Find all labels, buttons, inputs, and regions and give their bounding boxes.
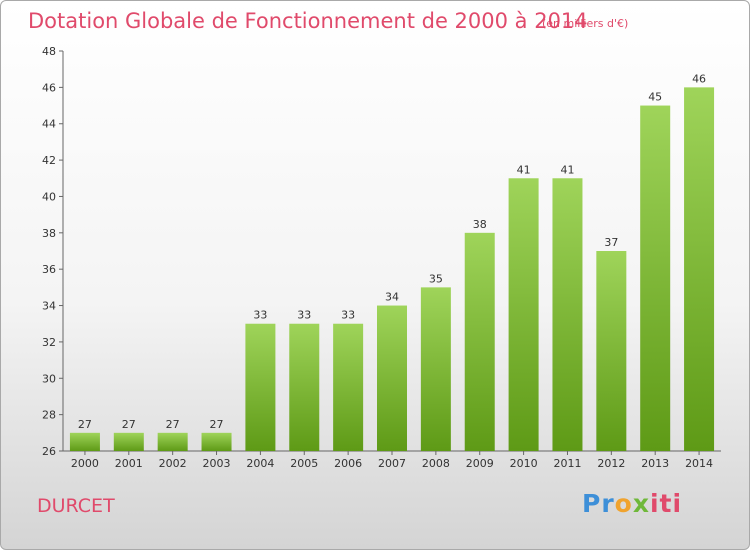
x-tick-label: 2014: [685, 457, 713, 470]
bar-value-label: 33: [297, 309, 311, 322]
y-tick-label: 32: [42, 336, 56, 349]
bar: [157, 432, 188, 451]
x-tick-label: 2010: [510, 457, 538, 470]
bar-value-label: 46: [692, 72, 706, 85]
bar: [289, 323, 320, 451]
bar: [201, 432, 232, 451]
x-tick-label: 2002: [159, 457, 187, 470]
x-tick-label: 2001: [115, 457, 143, 470]
x-tick-label: 2012: [597, 457, 625, 470]
bar-value-label: 34: [385, 291, 399, 304]
logo-part-3: x: [632, 489, 650, 518]
bar-value-label: 27: [122, 418, 136, 431]
y-tick-label: 40: [42, 190, 56, 203]
bar: [113, 432, 144, 451]
bar-value-label: 27: [166, 418, 180, 431]
bar-value-label: 33: [253, 309, 267, 322]
y-tick-label: 44: [42, 118, 56, 131]
y-tick-label: 46: [42, 81, 56, 94]
bar: [333, 323, 364, 451]
y-tick-label: 36: [42, 263, 56, 276]
bar: [508, 178, 539, 452]
x-tick-label: 2004: [246, 457, 274, 470]
bar-value-label: 45: [648, 91, 662, 104]
x-tick-label: 2000: [71, 457, 99, 470]
bar-value-label: 37: [604, 236, 618, 249]
x-tick-label: 2009: [466, 457, 494, 470]
x-tick-label: 2011: [553, 457, 581, 470]
bar: [245, 323, 276, 451]
x-tick-label: 2006: [334, 457, 362, 470]
logo-part-1: Pr: [582, 489, 615, 518]
chart-title: Dotation Globale de Fonctionnement de 20…: [28, 9, 588, 33]
bar: [596, 251, 627, 451]
bar-value-label: 38: [473, 218, 487, 231]
logo-part-4: iti: [649, 489, 683, 518]
chart-unit-subtitle: (en milliers d'€): [542, 17, 629, 30]
x-tick-label: 2008: [422, 457, 450, 470]
x-tick-label: 2007: [378, 457, 406, 470]
y-tick-label: 34: [42, 300, 56, 313]
logo-part-2: o: [614, 489, 633, 518]
commune-name: DURCET: [37, 495, 115, 517]
bar: [464, 232, 495, 451]
x-tick-label: 2005: [290, 457, 318, 470]
x-tick-label: 2013: [641, 457, 669, 470]
bar: [69, 432, 100, 451]
bar: [684, 87, 715, 451]
bar: [420, 287, 451, 451]
x-tick-label: 2003: [203, 457, 231, 470]
y-tick-label: 30: [42, 372, 56, 385]
bar-value-label: 33: [341, 309, 355, 322]
y-tick-label: 42: [42, 154, 56, 167]
bar: [377, 305, 407, 451]
bar: [552, 178, 583, 452]
y-tick-label: 28: [42, 409, 56, 422]
bar-value-label: 35: [429, 272, 443, 285]
bar-value-label: 27: [210, 418, 224, 431]
proxiti-logo: Proxiti: [582, 489, 682, 518]
bar-value-label: 27: [78, 418, 92, 431]
bar-value-label: 41: [560, 163, 574, 176]
bar-value-label: 41: [517, 163, 531, 176]
axes: 26 28 30 32 34 36 38 40 42 44 46 48 2000 2001 2002 2003…: [42, 45, 721, 470]
y-tick-label: 38: [42, 227, 56, 240]
bar: [640, 105, 671, 451]
bars: 27 27 27 27 33 33 33 34 35 38 41 41 37 45 46: [69, 72, 715, 452]
y-tick-label: 48: [42, 45, 56, 58]
y-tick-label: 26: [42, 445, 56, 458]
